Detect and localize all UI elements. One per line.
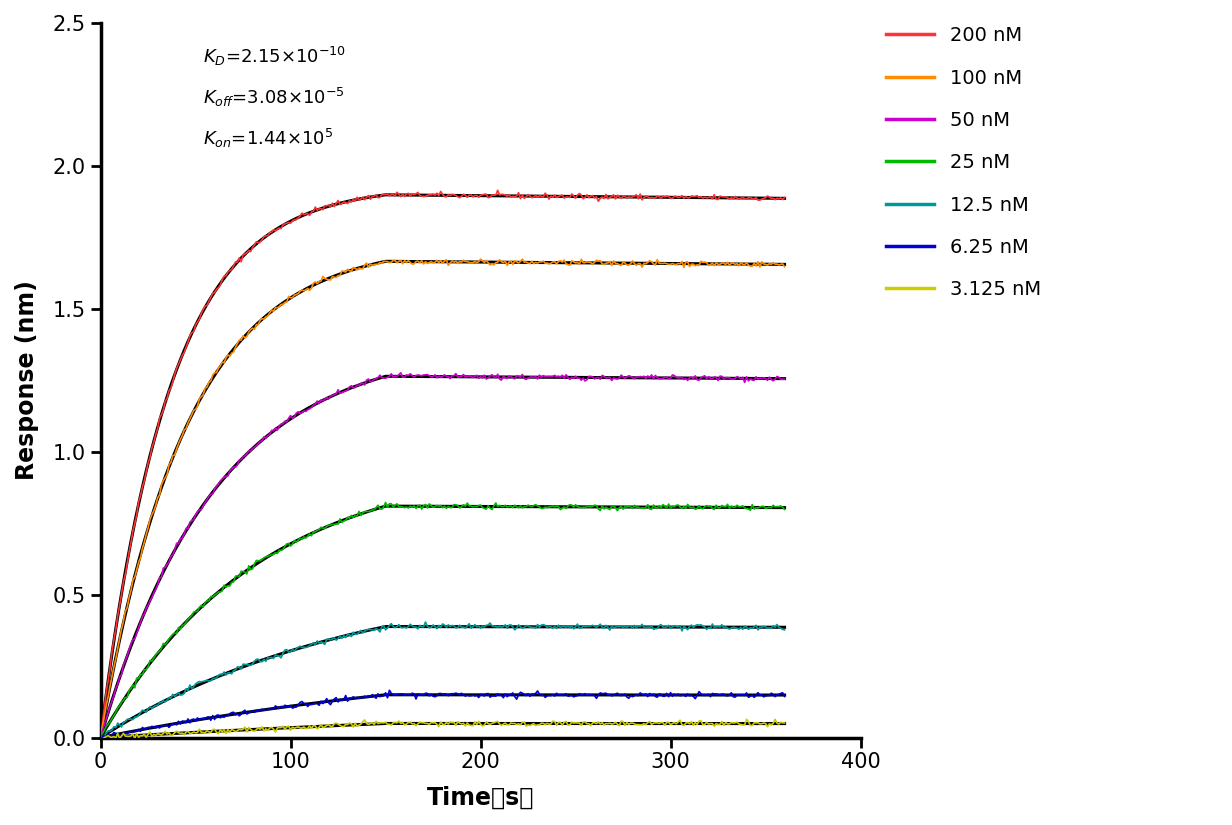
X-axis label: Time（s）: Time（s）	[428, 786, 535, 810]
Text: $K_D$=2.15×10$^{-10}$
$K_{off}$=3.08×10$^{-5}$
$K_{on}$=1.44×10$^{5}$: $K_D$=2.15×10$^{-10}$ $K_{off}$=3.08×10$…	[203, 45, 346, 150]
Legend: 200 nM, 100 nM, 50 nM, 25 nM, 12.5 nM, 6.25 nM, 3.125 nM: 200 nM, 100 nM, 50 nM, 25 nM, 12.5 nM, 6…	[878, 18, 1048, 307]
Y-axis label: Response (nm): Response (nm)	[15, 280, 39, 480]
